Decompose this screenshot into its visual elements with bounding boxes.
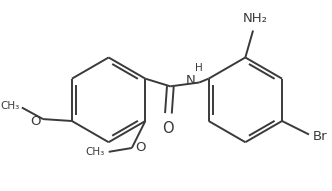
Text: Br: Br — [313, 130, 327, 143]
Text: O: O — [136, 142, 146, 155]
Text: N: N — [186, 74, 195, 87]
Text: H: H — [195, 63, 203, 73]
Text: O: O — [163, 121, 174, 136]
Text: O: O — [31, 115, 41, 128]
Text: CH₃: CH₃ — [86, 147, 105, 157]
Text: NH₂: NH₂ — [242, 12, 268, 25]
Text: CH₃: CH₃ — [1, 101, 20, 111]
